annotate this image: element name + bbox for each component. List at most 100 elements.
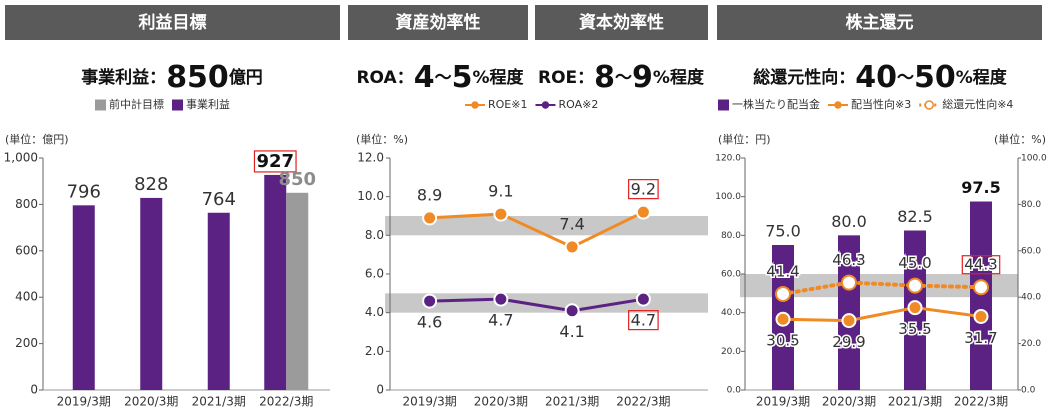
legend-marker — [541, 101, 550, 109]
line-marker — [775, 311, 791, 327]
bar-value-label: 82.5 — [897, 207, 933, 226]
y-tick-label: 100.0 — [715, 192, 741, 202]
header-bar — [348, 5, 528, 40]
bar-value-label: 796 — [67, 181, 101, 202]
legend-swatch — [172, 99, 183, 111]
target-segment: 4 — [414, 60, 435, 95]
bar — [140, 197, 163, 390]
target-segment: 8 — [594, 60, 615, 95]
target-text: 事業利益：850億円 — [81, 60, 263, 95]
bar-value-label: 828 — [134, 174, 168, 195]
bar-value-label: 75.0 — [765, 222, 801, 241]
bar-value-label: 927 — [256, 151, 294, 172]
target-segment: 事業利益： — [81, 67, 166, 88]
legend-label: 前中計目標 — [109, 97, 164, 111]
x-tick-label: 2021/3期 — [545, 395, 599, 408]
header-bar — [717, 5, 1042, 40]
series-line — [428, 297, 645, 313]
target-segment: 総還元性向： — [753, 67, 855, 88]
line-value-label: 30.5 — [766, 332, 799, 350]
y-tick-label: 0 — [30, 383, 38, 397]
bar-value-label: 80.0 — [831, 212, 867, 231]
target-segment: 850 — [166, 60, 229, 95]
legend-swatch — [718, 99, 729, 111]
line-value-label: 4.1 — [559, 322, 584, 341]
line-value-label: 45.0 — [898, 254, 931, 272]
target-segment: ROA： — [356, 68, 413, 88]
series-line — [428, 210, 645, 249]
legend-label: 事業利益 — [186, 97, 230, 111]
y2-tick-label: 100.0 — [1021, 154, 1047, 164]
line-marker — [841, 313, 857, 329]
x-tick-label: 2022/3期 — [954, 395, 1008, 408]
x-tick-label: 2022/3期 — [259, 395, 313, 408]
line-value-label: 4.7 — [631, 311, 656, 330]
target-segment: %程度 — [472, 67, 524, 88]
line-value-label: 31.7 — [964, 329, 997, 347]
y-tick-label: 0.0 — [727, 386, 742, 396]
target-segment: ～ — [435, 68, 452, 88]
y-tick-label: 120.0 — [715, 154, 741, 164]
unit-label: (単位：億円) — [5, 132, 69, 146]
x-tick-label: 2019/3期 — [403, 395, 457, 408]
bar-value-label: 97.5 — [961, 178, 1000, 197]
y-tick-label: 40.0 — [721, 308, 741, 318]
header-bar — [5, 5, 340, 40]
line-marker — [493, 291, 509, 307]
legend-label: 配当性向※3 — [851, 97, 911, 111]
line-marker — [564, 303, 580, 319]
y2-tick-label: 60.0 — [1021, 246, 1041, 256]
line-marker — [841, 274, 857, 291]
y-tick-label: 8.0 — [365, 228, 384, 242]
bar-value-label: 764 — [202, 189, 236, 210]
x-tick-label: 2019/3期 — [756, 395, 810, 408]
y-tick-label: 10.0 — [357, 189, 384, 203]
y2-tick-label: 0.0 — [1021, 386, 1036, 396]
target-segment: ROE： — [538, 68, 594, 88]
bar — [264, 174, 287, 390]
line-value-label: 8.9 — [417, 185, 442, 204]
target-segment: %程度 — [653, 67, 705, 88]
line-marker — [564, 239, 580, 255]
x-tick-label: 2021/3期 — [192, 395, 246, 408]
line-marker — [422, 210, 438, 226]
line-marker — [973, 308, 989, 324]
line-marker — [973, 279, 989, 296]
bar — [72, 205, 95, 390]
y-tick-label: 60.0 — [721, 270, 741, 280]
y-tick-label: 6.0 — [365, 267, 384, 281]
y-tick-label: 0 — [376, 383, 384, 397]
y2-tick-label: 40.0 — [1021, 293, 1041, 303]
header-title: 資本効率性 — [579, 12, 664, 33]
unit-label: (単位：円) — [718, 132, 771, 146]
target-text: ROE：8～9%程度 — [538, 60, 705, 95]
bar — [207, 212, 230, 390]
x-tick-label: 2022/3期 — [616, 395, 670, 408]
y-tick-label: 80.0 — [721, 231, 741, 241]
x-tick-label: 2020/3期 — [474, 395, 528, 408]
target-band — [385, 293, 708, 313]
header-bar — [535, 5, 708, 40]
header-title: 利益目標 — [139, 12, 207, 33]
line-marker — [635, 291, 651, 307]
line-value-label: 9.1 — [488, 182, 513, 201]
legend-label: ROE※1 — [488, 98, 527, 111]
target-segment: ～ — [897, 68, 914, 88]
bar — [838, 235, 860, 390]
y-tick-label: 2.0 — [365, 344, 384, 358]
y-tick-label: 1,000 — [4, 151, 38, 165]
line-value-label: 9.2 — [631, 180, 656, 199]
line-marker — [907, 300, 923, 316]
target-segment: %程度 — [956, 67, 1008, 88]
legend-marker — [924, 100, 934, 110]
legend-label: 総還元性向※4 — [942, 97, 1013, 111]
line-value-label: 46.3 — [832, 251, 865, 269]
x-tick-label: 2020/3期 — [822, 395, 876, 408]
target-segment: 40 — [855, 60, 897, 95]
y2-tick-label: 20.0 — [1021, 339, 1041, 349]
line-marker — [493, 206, 509, 222]
series-line — [781, 306, 983, 323]
y-tick-label: 200 — [15, 336, 38, 350]
x-tick-label: 2019/3期 — [57, 395, 111, 408]
